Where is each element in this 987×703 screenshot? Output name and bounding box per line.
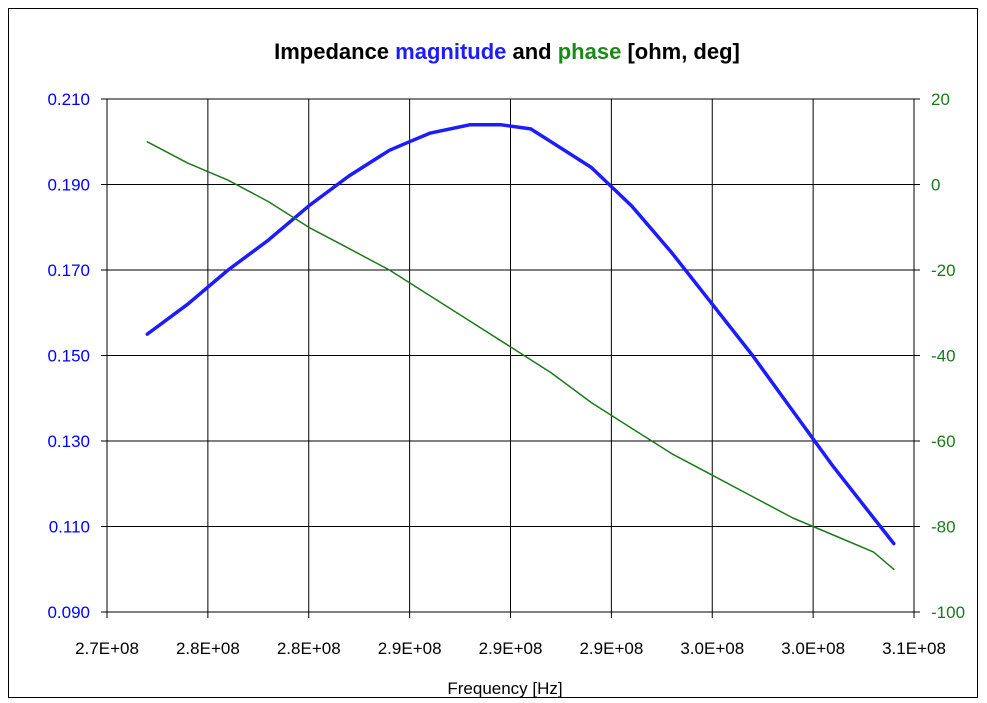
y-left-tick-label: 0.090 bbox=[47, 603, 90, 622]
y-left-tick-label: 0.150 bbox=[47, 347, 90, 366]
chart-title-part: phase bbox=[558, 39, 622, 64]
y-right-tick-label: -20 bbox=[931, 261, 956, 280]
grid bbox=[106, 98, 915, 613]
x-tick-label: 3.0E+08 bbox=[781, 639, 845, 658]
y-left-tick-label: 0.110 bbox=[49, 518, 90, 537]
chart-title: Impedance magnitude and phase [ohm, deg] bbox=[274, 39, 740, 64]
phase-line bbox=[146, 141, 895, 571]
y-axis-right: -100 -80 -60 -40 -20 0 20 bbox=[914, 90, 965, 622]
y-left-tick-label: 0.130 bbox=[47, 432, 90, 451]
x-tick-label: 3.0E+08 bbox=[680, 639, 744, 658]
y-right-tick-label: -40 bbox=[931, 347, 956, 366]
y-left-tick-label: 0.190 bbox=[47, 176, 90, 195]
magnitude-line bbox=[145, 122, 896, 546]
chart-title-part: magnitude bbox=[395, 39, 506, 64]
x-axis-label: Frequency [Hz] bbox=[447, 679, 562, 698]
x-tick-label: 2.9E+08 bbox=[579, 639, 643, 658]
x-tick-label: 2.8E+08 bbox=[176, 639, 240, 658]
chart-title-part: [ohm, deg] bbox=[621, 39, 740, 64]
y-axis-left: 0.090 0.110 0.130 0.150 0.170 0.190 0.210 bbox=[47, 90, 107, 622]
chart-title-part: and bbox=[506, 39, 557, 64]
x-tick-label: 2.8E+08 bbox=[277, 639, 341, 658]
y-right-tick-label: -100 bbox=[931, 603, 965, 622]
y-right-tick-label: -60 bbox=[931, 432, 956, 451]
chart-title-part: Impedance bbox=[274, 39, 395, 64]
x-tick-label: 2.7E+08 bbox=[75, 639, 139, 658]
y-right-tick-label: 0 bbox=[931, 176, 940, 195]
y-right-tick-label: -80 bbox=[931, 518, 956, 537]
y-left-tick-label: 0.210 bbox=[47, 90, 90, 109]
y-right-tick-label: 20 bbox=[931, 90, 950, 109]
x-tick-label: 3.1E+08 bbox=[882, 639, 946, 658]
x-tick-label: 2.9E+08 bbox=[378, 639, 442, 658]
x-tick-label: 2.9E+08 bbox=[479, 639, 543, 658]
y-left-tick-label: 0.170 bbox=[47, 261, 90, 280]
series-layer bbox=[145, 122, 896, 571]
x-axis: 2.7E+08 2.8E+08 2.8E+08 2.9E+08 2.9E+08 2.9E+… bbox=[75, 612, 946, 658]
